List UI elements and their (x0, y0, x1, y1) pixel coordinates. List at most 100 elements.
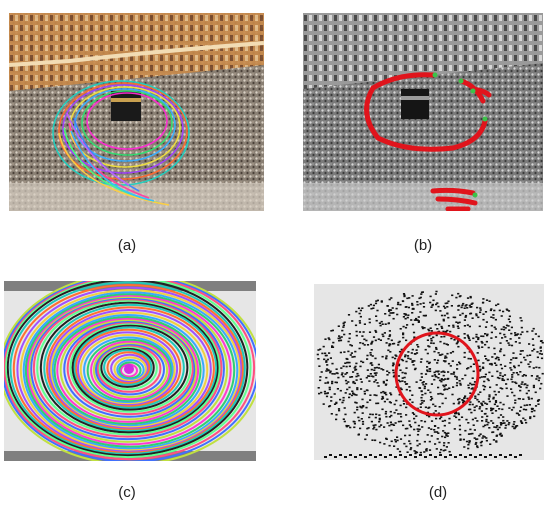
dot (484, 402, 487, 405)
dot (369, 394, 372, 396)
dot (342, 399, 345, 402)
dot (494, 357, 497, 360)
dot (477, 359, 480, 362)
dot (369, 352, 372, 354)
dot (396, 439, 399, 442)
dot (445, 446, 448, 448)
dot (402, 403, 406, 405)
dot (355, 394, 358, 396)
dot (507, 318, 510, 321)
dot (521, 331, 524, 333)
dot (463, 396, 466, 399)
dot (444, 307, 447, 309)
dot (373, 394, 376, 396)
dot (342, 324, 345, 327)
dot (513, 366, 516, 369)
dot (371, 375, 374, 377)
dot (389, 312, 392, 314)
dot (333, 393, 336, 395)
dot (493, 362, 497, 364)
dot (370, 307, 373, 310)
dot (349, 344, 352, 346)
dot (475, 405, 478, 407)
dot (421, 426, 424, 428)
dot (516, 425, 519, 427)
dot (515, 382, 518, 385)
dot (338, 409, 341, 412)
ring (73, 326, 185, 409)
dot (506, 378, 509, 381)
dot (457, 398, 460, 401)
dot (363, 344, 366, 346)
dot (510, 344, 514, 347)
dot (528, 404, 531, 406)
dot (530, 375, 533, 377)
dot (368, 321, 371, 324)
dot (353, 426, 356, 429)
dot (478, 370, 482, 372)
dot (484, 424, 487, 427)
dot (510, 409, 514, 411)
dot (478, 376, 481, 379)
dot (472, 337, 475, 340)
dot (537, 403, 540, 405)
dot (445, 434, 448, 437)
dot (381, 395, 384, 398)
dot (492, 439, 495, 441)
dot (318, 365, 321, 367)
dot (376, 382, 379, 384)
dot (538, 377, 541, 379)
dot (530, 407, 533, 410)
dot (479, 454, 482, 456)
dot (408, 424, 411, 426)
dot (501, 377, 504, 380)
dot (381, 333, 384, 336)
dot (404, 306, 407, 308)
dot (471, 418, 474, 421)
dot (439, 340, 442, 343)
dot (401, 371, 404, 374)
dot (358, 312, 361, 315)
dot (467, 367, 470, 369)
dot (455, 321, 458, 323)
dot (425, 450, 428, 452)
dot (452, 371, 456, 374)
dot (495, 384, 498, 386)
dot (420, 358, 423, 360)
dot (377, 363, 380, 366)
dot (361, 307, 364, 309)
dot (525, 421, 528, 424)
dot (388, 309, 391, 311)
dot (440, 448, 443, 451)
dot (324, 382, 327, 384)
dot (342, 375, 345, 378)
dot (461, 304, 464, 307)
dot (463, 351, 466, 354)
dot (494, 393, 497, 396)
dot (340, 336, 343, 338)
dot (466, 297, 470, 299)
dot (394, 422, 397, 424)
dot (419, 296, 422, 299)
dot (358, 320, 361, 322)
dot (511, 425, 514, 428)
dot (416, 439, 419, 442)
dot (494, 400, 498, 402)
dot (529, 417, 532, 420)
dot (471, 302, 474, 305)
dot (331, 380, 334, 383)
dot (486, 415, 489, 418)
dot (366, 344, 370, 346)
dot (376, 309, 379, 312)
dot (479, 311, 482, 314)
dot (478, 434, 481, 437)
dot (393, 403, 396, 406)
dot (418, 443, 421, 445)
dot (515, 334, 518, 336)
dot (499, 342, 502, 344)
dot (400, 358, 403, 361)
dot (399, 387, 402, 389)
dot (503, 333, 506, 336)
dot (380, 320, 383, 323)
dot (345, 365, 348, 368)
